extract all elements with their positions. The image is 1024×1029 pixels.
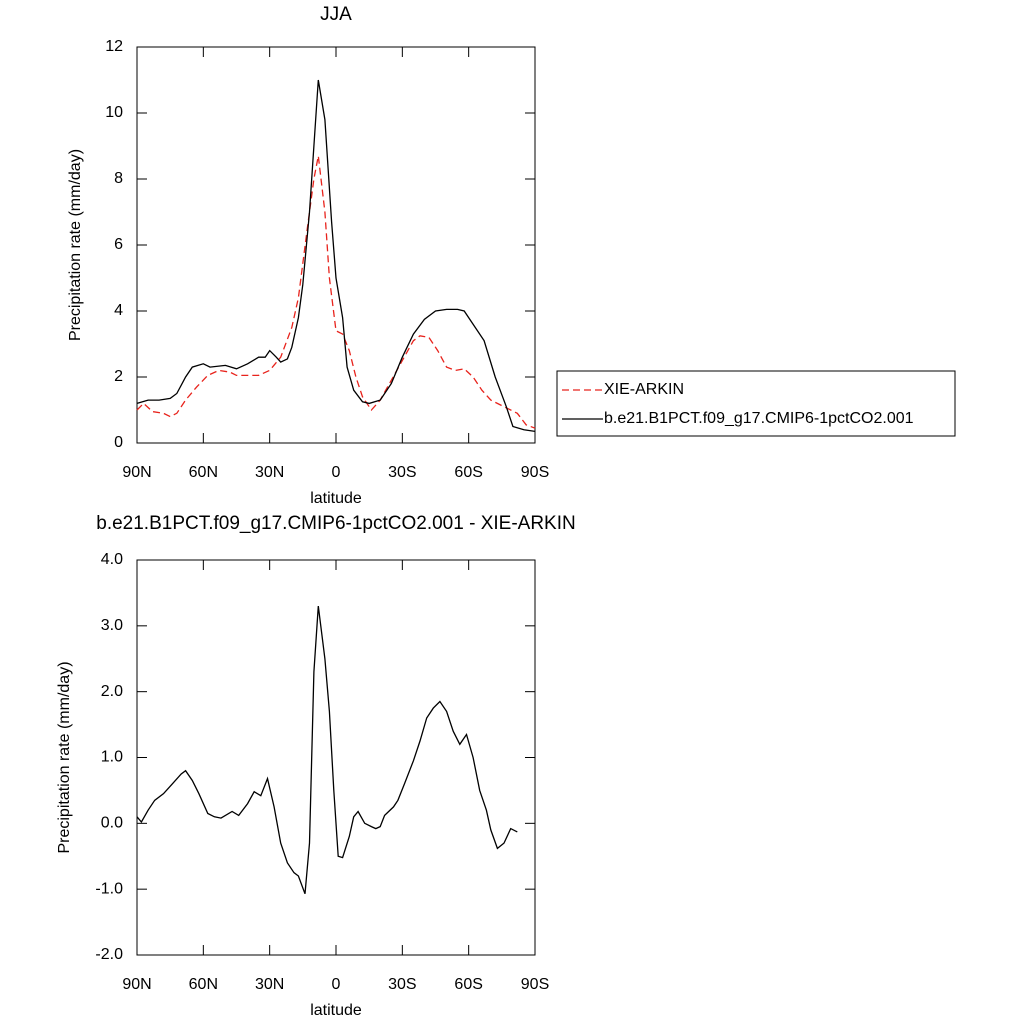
x-tick-label: 90S — [521, 976, 549, 993]
chart-title: b.e21.B1PCT.f09_g17.CMIP6-1pctCO2.001 - … — [96, 513, 575, 534]
x-axis-label: latitude — [310, 1002, 362, 1019]
y-tick-label: -1.0 — [95, 880, 123, 897]
y-tick-label: 0 — [114, 434, 123, 451]
plot-frame — [136, 559, 536, 956]
y-tick-label: 2.0 — [101, 683, 123, 700]
y-tick-label: 3.0 — [101, 617, 123, 634]
y-tick-label: 4.0 — [101, 551, 123, 568]
y-tick-label: 0.0 — [101, 815, 123, 832]
x-tick-label: 30N — [255, 976, 284, 993]
x-axis-label: latitude — [310, 490, 362, 507]
data-line — [136, 606, 518, 895]
x-tick-label: 60S — [454, 976, 482, 993]
legend-box — [556, 370, 956, 437]
x-tick-label: 60N — [189, 464, 218, 481]
x-tick-label: 90S — [521, 464, 549, 481]
x-tick-label: 0 — [332, 976, 341, 993]
y-axis-label: Precipitation rate (mm/day) — [67, 149, 84, 341]
x-tick-label: 60S — [454, 464, 482, 481]
y-axis-label: Precipitation rate (mm/day) — [56, 661, 73, 853]
x-tick-label: 90N — [122, 976, 151, 993]
x-tick-label: 30S — [388, 976, 416, 993]
y-tick-label: 12 — [105, 38, 123, 55]
y-tick-label: 1.0 — [101, 749, 123, 766]
legend-label: XIE-ARKIN — [604, 381, 684, 398]
y-tick-label: 4 — [114, 302, 123, 319]
y-tick-label: -2.0 — [95, 946, 123, 963]
y-tick-label: 10 — [105, 104, 123, 121]
x-tick-label: 30N — [255, 464, 284, 481]
y-tick-label: 2 — [114, 368, 123, 385]
x-tick-label: 30S — [388, 464, 416, 481]
x-tick-label: 0 — [332, 464, 341, 481]
x-tick-label: 90N — [122, 464, 151, 481]
chart-title: JJA — [320, 4, 352, 25]
legend-label: b.e21.B1PCT.f09_g17.CMIP6-1pctCO2.001 — [604, 410, 914, 427]
y-tick-label: 6 — [114, 236, 123, 253]
plot-frame — [136, 46, 536, 444]
y-tick-label: 8 — [114, 170, 123, 187]
data-line — [136, 155, 536, 429]
x-tick-label: 60N — [189, 976, 218, 993]
data-line — [136, 79, 536, 433]
